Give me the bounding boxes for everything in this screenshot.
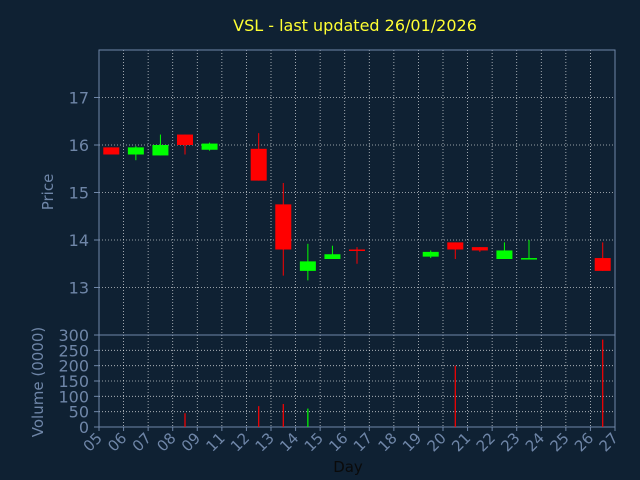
x-tick-label: 08 xyxy=(153,429,179,455)
volume-bars xyxy=(184,339,604,427)
x-tick-label: 15 xyxy=(301,429,327,455)
x-tick-label: 19 xyxy=(399,429,425,455)
volume-y-tick-label: 250 xyxy=(58,341,89,360)
candle-body xyxy=(103,147,120,155)
volume-bar xyxy=(602,339,604,427)
candle-body xyxy=(496,250,513,259)
x-tick-labels: 0506070809111213141516171819202122232425… xyxy=(80,427,622,455)
volume-y-tick-label: 150 xyxy=(58,372,89,391)
x-tick-label: 24 xyxy=(522,429,548,455)
x-tick-label: 07 xyxy=(129,429,155,455)
volume-bar xyxy=(454,365,456,427)
candle-body xyxy=(201,143,218,150)
candle-body xyxy=(127,147,144,155)
price-y-tick-label: 17 xyxy=(69,89,89,108)
volume-y-tick-label: 50 xyxy=(69,403,89,422)
chart-title: VSL - last updated 26/01/2026 xyxy=(233,16,477,35)
price-y-tick-label: 15 xyxy=(69,184,89,203)
price-y-tick-label: 16 xyxy=(69,136,89,155)
candle-body xyxy=(471,247,488,251)
volume-y-tick-label: 300 xyxy=(58,326,89,345)
x-tick-label: 14 xyxy=(276,429,302,455)
volume-grid xyxy=(99,335,615,427)
volume-y-tick-label: 0 xyxy=(79,418,89,437)
candle-body xyxy=(177,134,193,145)
volume-bar xyxy=(258,406,260,427)
price-y-tick-label: 14 xyxy=(69,231,89,250)
x-tick-label: 17 xyxy=(350,429,376,455)
x-tick-label: 25 xyxy=(546,429,572,455)
x-axis-label: Day xyxy=(333,458,363,476)
candle-body xyxy=(447,242,464,250)
candle-body xyxy=(299,261,316,271)
price-grid xyxy=(99,50,615,335)
volume-bar xyxy=(307,408,309,427)
candle-body xyxy=(250,148,267,181)
x-tick-label: 26 xyxy=(571,429,597,455)
x-tick-label: 21 xyxy=(448,429,474,455)
candle-body xyxy=(152,145,169,156)
x-tick-label: 06 xyxy=(104,429,130,455)
x-tick-label: 16 xyxy=(325,429,351,455)
candle-body xyxy=(521,258,537,260)
x-tick-label: 13 xyxy=(252,429,278,455)
volume-y-tick-label: 100 xyxy=(58,387,89,406)
candle-body xyxy=(349,249,365,251)
candlesticks xyxy=(103,133,611,281)
price-y-tick-label: 13 xyxy=(69,279,89,298)
volume-bar xyxy=(282,404,284,427)
x-tick-label: 09 xyxy=(178,429,204,455)
x-tick-label: 23 xyxy=(497,429,523,455)
x-tick-label: 22 xyxy=(473,429,499,455)
price-axis-label: Price xyxy=(39,174,57,211)
volume-bar xyxy=(184,413,186,427)
candle-body xyxy=(422,251,439,257)
candle-body xyxy=(324,254,341,259)
candle-body xyxy=(275,204,292,250)
price-y-ticks: 13 14 15 16 17 xyxy=(69,89,99,298)
x-tick-label: 18 xyxy=(374,429,400,455)
x-tick-label: 11 xyxy=(202,429,228,455)
x-tick-label: 20 xyxy=(424,429,450,455)
candle-body xyxy=(594,258,611,271)
volume-axis-label: Volume (0000) xyxy=(29,327,47,437)
x-tick-label: 12 xyxy=(227,429,253,455)
volume-y-tick-label: 200 xyxy=(58,357,89,376)
x-tick-label: 27 xyxy=(596,429,622,455)
